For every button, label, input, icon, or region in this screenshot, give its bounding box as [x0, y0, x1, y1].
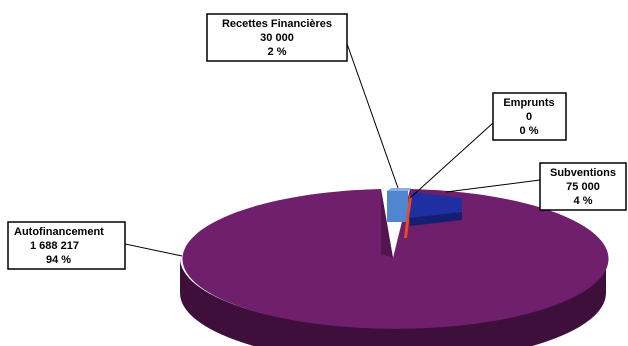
data-label-subventions: Subventions 75 000 4 %: [539, 162, 627, 211]
label-name: Recettes Financières: [222, 18, 332, 30]
slice-subventions-side: [409, 212, 462, 226]
data-label-emprunts: Emprunts 0 0 %: [492, 92, 567, 141]
label-percent: 0 %: [520, 125, 539, 137]
label-name: Subventions: [550, 167, 616, 179]
data-label-autofinancement: Autofinancement 1 688 217 94 %: [7, 221, 126, 270]
slice-autofinancement-side: [180, 258, 606, 346]
label-value: 1 688 217: [30, 240, 79, 252]
leader-line-autofinancement: [124, 243, 183, 257]
data-label-recettes-financieres: Recettes Financières 30 000 2 %: [206, 13, 348, 62]
slice-autofinancement-inner-wall: [381, 189, 393, 258]
label-percent: 4 %: [574, 195, 593, 207]
label-percent: 94 %: [46, 254, 71, 266]
slice-emprunts: [404, 196, 412, 238]
leader-line-emprunts: [409, 122, 494, 199]
label-percent: 2 %: [268, 46, 287, 58]
label-name: Autofinancement: [14, 226, 104, 238]
label-name: Emprunts: [503, 97, 554, 109]
label-value: 0: [526, 111, 532, 123]
leader-line-recettes-financieres: [344, 37, 399, 189]
leader-line-subventions: [445, 179, 541, 193]
slice-recettes-financieres-edge: [387, 188, 411, 191]
slice-autofinancement: [182, 189, 609, 329]
label-value: 75 000: [566, 181, 600, 193]
slice-subventions: [409, 192, 462, 218]
label-value: 30 000: [260, 32, 294, 44]
slice-recettes-financieres: [387, 191, 408, 222]
